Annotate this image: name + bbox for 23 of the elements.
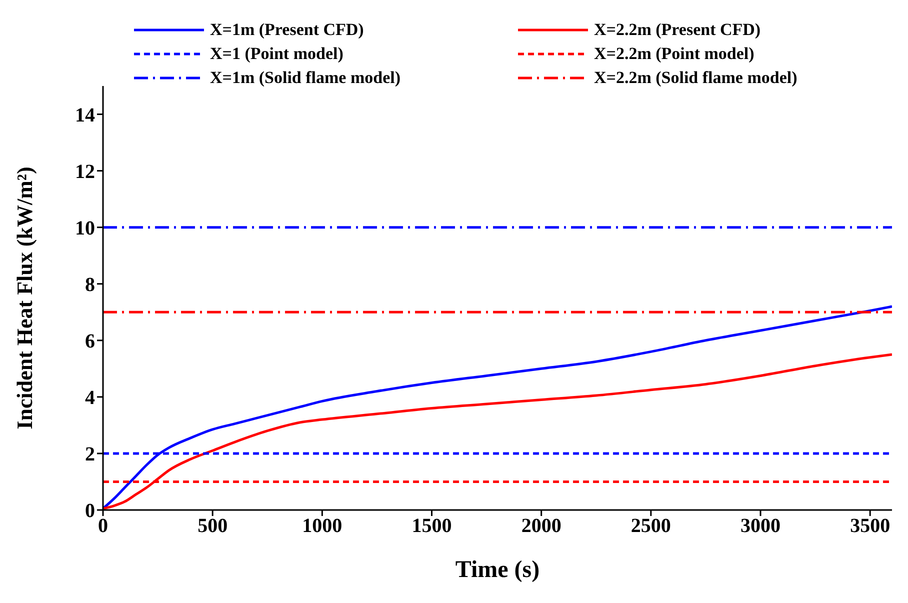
x-tick-label: 2500 bbox=[630, 515, 671, 538]
legend-label: X=2.2m (Solid flame model) bbox=[594, 68, 798, 88]
x-tick-label: 1000 bbox=[302, 515, 342, 538]
y-tick-label: 14 bbox=[75, 104, 95, 126]
y-tick-label: 4 bbox=[85, 387, 95, 410]
x-tick-label: 500 bbox=[198, 515, 228, 538]
y-tick-label: 0 bbox=[85, 500, 95, 522]
x-tick-label: 3500 bbox=[850, 515, 890, 538]
y-tick-label: 8 bbox=[85, 274, 95, 296]
x-tick-label: 2000 bbox=[521, 515, 562, 538]
y-tick-label: 12 bbox=[75, 160, 95, 183]
y-tick-label: 6 bbox=[85, 330, 95, 352]
x-tick-label: 3000 bbox=[740, 515, 780, 538]
x-axis-title: Time (s) bbox=[455, 557, 540, 584]
legend-label: X=1m (Solid flame model) bbox=[210, 68, 401, 88]
y-tick-label: 10 bbox=[75, 217, 95, 240]
y-axis-title: Incident Heat Flux (kW/m²) bbox=[12, 166, 37, 430]
legend-label: X=1 (Point model) bbox=[210, 44, 344, 64]
legend-label: X=2.2m (Point model) bbox=[594, 44, 754, 64]
y-tick-label: 2 bbox=[85, 444, 95, 466]
legend-label: X=1m (Present CFD) bbox=[210, 20, 364, 40]
x-tick-label: 1500 bbox=[412, 515, 452, 538]
legend-label: X=2.2m (Present CFD) bbox=[594, 20, 761, 40]
